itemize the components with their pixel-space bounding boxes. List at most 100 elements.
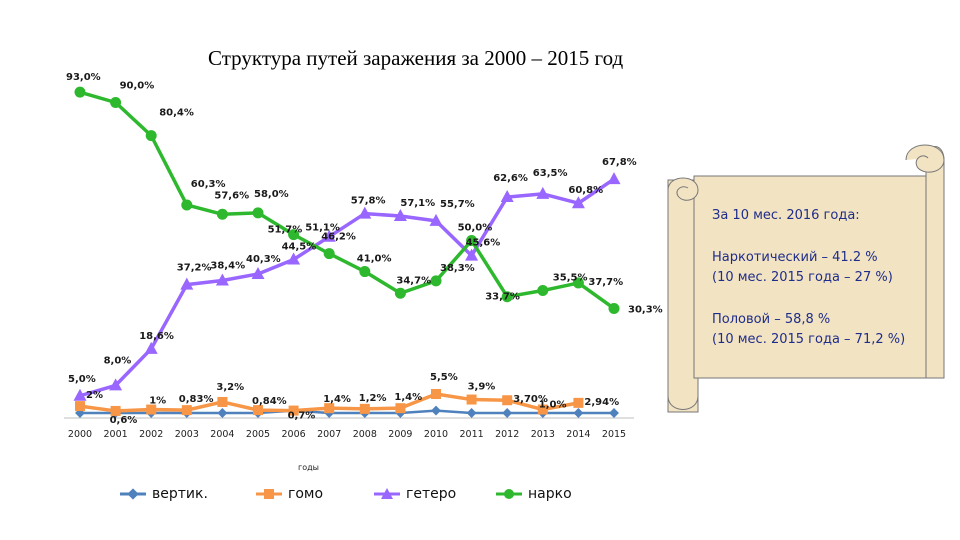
data-label-narco: 80,4%	[159, 108, 194, 119]
x-tick-label: 2008	[353, 429, 377, 440]
data-point-vertical	[466, 408, 477, 418]
data-point-homo	[253, 405, 263, 416]
data-label-narco: 58,0%	[254, 189, 289, 200]
data-label-narco: 50,0%	[458, 223, 493, 234]
data-label-homo: 1,4%	[394, 392, 422, 403]
note-sex-prev: (10 мес. 2015 года – 71,2 %)	[712, 332, 906, 347]
legend: вертик. гомо гетеро нарко	[120, 484, 600, 504]
data-point-homo	[217, 396, 228, 407]
data-point-narco	[145, 130, 157, 142]
data-label-hetero: 38,4%	[210, 261, 245, 272]
data-point-homo	[324, 403, 335, 414]
x-tick-label: 2010	[424, 429, 448, 440]
circle-marker-icon	[496, 489, 522, 499]
chart-title: Структура путей заражения за 2000 – 2015…	[208, 46, 624, 70]
data-label-narco: 33,7%	[485, 292, 520, 303]
data-point-narco	[501, 291, 513, 303]
data-point-homo	[110, 405, 121, 416]
data-point-homo	[146, 404, 157, 415]
data-label-hetero: 62,6%	[493, 173, 528, 184]
data-point-vertical	[217, 408, 228, 418]
data-point-hetero	[536, 186, 550, 199]
data-label-homo: 0,6%	[110, 415, 138, 426]
data-label-narco: 46,2%	[321, 232, 356, 243]
data-label-hetero: 60,8%	[568, 185, 603, 196]
data-label-hetero: 57,1%	[400, 198, 435, 209]
data-point-narco	[359, 266, 371, 278]
data-point-narco	[181, 199, 193, 211]
data-point-hetero	[500, 190, 514, 203]
data-point-narco	[110, 97, 122, 108]
x-tick-label: 2001	[104, 429, 128, 440]
data-label-homo: 1,4%	[323, 394, 351, 405]
data-point-hetero	[215, 273, 229, 286]
note-heading: За 10 мес. 2016 года:	[712, 208, 860, 223]
data-point-narco	[608, 302, 620, 314]
data-point-vertical	[431, 405, 441, 416]
data-point-narco	[216, 208, 228, 220]
data-point-vertical	[502, 408, 513, 418]
x-tick-label: 2011	[460, 429, 484, 440]
data-point-narco	[288, 229, 300, 241]
series-line-hetero	[79, 177, 615, 398]
data-label-homo: 1,0%	[539, 400, 567, 411]
x-tick-label: 2007	[317, 429, 341, 440]
legend-item-homo: гомо	[256, 484, 323, 504]
x-tick-label: 2006	[282, 429, 306, 440]
data-point-narco	[323, 248, 335, 260]
data-point-hetero	[251, 266, 265, 279]
data-point-homo	[181, 405, 192, 416]
data-point-hetero	[322, 229, 336, 242]
data-label-hetero: 45,6%	[466, 238, 501, 249]
data-point-hetero	[358, 206, 372, 219]
data-label-hetero: 5,0%	[68, 374, 96, 385]
data-label-narco: 51,7%	[268, 225, 303, 236]
x-tick-label: 2005	[246, 429, 270, 440]
data-point-narco	[74, 86, 86, 98]
data-point-hetero	[393, 209, 407, 222]
series-line-vertical	[80, 409, 614, 415]
legend-label: гомо	[288, 486, 324, 502]
data-label-hetero: 44,5%	[282, 241, 317, 252]
data-label-homo: 0,7%	[288, 411, 316, 422]
x-tick-label: 2004	[210, 429, 234, 440]
diamond-marker-icon	[120, 488, 146, 500]
data-point-narco	[572, 277, 584, 289]
data-point-hetero	[109, 378, 123, 391]
x-tick-label: 2002	[139, 429, 163, 440]
legend-label: гетеро	[406, 486, 457, 502]
data-label-homo: 0,84%	[252, 396, 287, 407]
x-tick-label: 2013	[531, 429, 555, 440]
triangle-marker-icon	[374, 488, 400, 499]
data-label-narco: 41,0%	[357, 254, 392, 265]
data-label-homo: 1%	[149, 396, 166, 407]
data-point-homo	[395, 403, 406, 414]
data-point-homo	[359, 403, 370, 414]
data-point-homo	[75, 401, 85, 412]
note-drug-line: Наркотический – 41.2 %	[712, 250, 878, 265]
square-marker-icon	[256, 489, 282, 499]
data-point-hetero	[144, 341, 158, 354]
legend-item-vertical: вертик.	[120, 484, 208, 504]
series-layer	[73, 86, 621, 418]
data-point-vertical	[609, 408, 619, 418]
x-tick-label: 2012	[495, 429, 519, 440]
legend-item-narco: нарко	[496, 484, 572, 504]
data-point-narco	[466, 235, 478, 246]
data-label-narco: 57,6%	[214, 190, 249, 201]
data-point-hetero	[287, 252, 301, 265]
data-point-homo	[537, 404, 548, 415]
data-point-vertical	[573, 408, 584, 418]
data-label-narco: 35,5%	[553, 273, 588, 284]
data-label-hetero: 63,5%	[533, 168, 568, 179]
data-label-homo: 3,9%	[468, 382, 496, 393]
data-point-homo	[288, 405, 299, 416]
data-labels-layer: 93,0% 90,0% 80,4% 60,3%57,6% 58,0% 51,7% 46,2%…	[66, 72, 663, 426]
x-tick-labels: 2000 2001 2002 2003 2004 2005 2006 2007 2008 2009…	[68, 429, 626, 440]
data-point-homo	[431, 389, 441, 400]
data-point-homo	[573, 397, 584, 408]
x-axis-label: годы	[298, 463, 319, 472]
data-label-homo: 3,70%	[513, 394, 548, 405]
data-point-narco	[394, 287, 406, 299]
